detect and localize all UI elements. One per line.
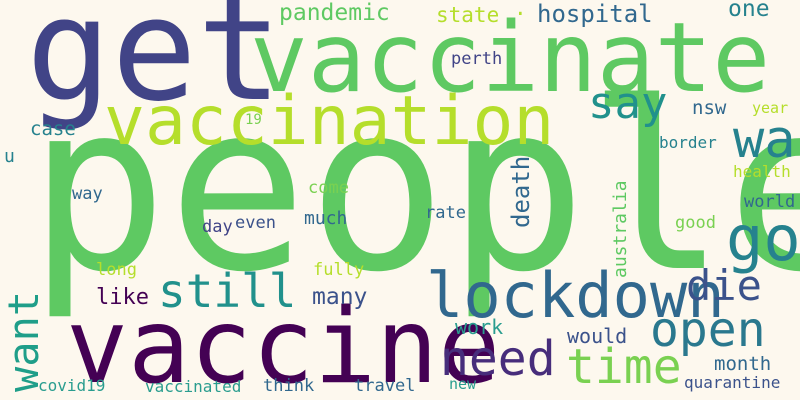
word-need: need	[440, 331, 556, 387]
word-time: time	[566, 339, 682, 395]
word-state: state	[436, 3, 500, 27]
word-vaccine: vaccine	[66, 287, 501, 400]
word-work: work	[455, 315, 504, 339]
word-good: good	[675, 213, 716, 233]
word-vaccinated: vaccinated	[145, 377, 242, 396]
word-wa: wa	[733, 110, 796, 170]
word-day: day	[202, 217, 233, 237]
word-come: come	[308, 178, 349, 198]
word-border: border	[659, 133, 717, 152]
word-health: health	[733, 162, 791, 181]
word-even: even	[235, 213, 276, 233]
word-long: long	[96, 260, 137, 280]
word-quarantine: quarantine	[684, 373, 781, 392]
word-australia: australia	[610, 180, 631, 278]
word-travel: travel	[354, 376, 416, 396]
word-rate: rate	[425, 203, 466, 223]
word-death: death	[507, 155, 535, 228]
word-lockdown: lockdown	[426, 259, 725, 332]
word-vaccinate: vaccinate	[250, 2, 771, 114]
word-nsw: nsw	[692, 97, 727, 119]
word-dot: .	[514, 0, 527, 20]
word-world: world	[744, 192, 796, 212]
word-think: think	[263, 376, 315, 396]
word-go: go	[726, 202, 800, 275]
word-would: would	[567, 324, 628, 348]
word-covid19: covid19	[38, 376, 106, 395]
word-fully: fully	[313, 260, 365, 280]
word-open: open	[650, 302, 766, 358]
word-hospital: hospital	[537, 0, 653, 28]
word-much: much	[304, 208, 348, 229]
word-one: one	[728, 0, 770, 22]
word-way: way	[72, 184, 103, 204]
word-vaccination: vaccination	[104, 82, 555, 161]
word-say: say	[588, 78, 668, 129]
word-perth: perth	[451, 49, 503, 69]
word-year: year	[752, 99, 789, 117]
word-u: u	[4, 146, 15, 167]
word-people: people	[28, 53, 800, 323]
word-still: still	[158, 264, 297, 318]
word-get: get	[26, 0, 283, 133]
word-new: new	[449, 375, 477, 393]
word-many: many	[312, 284, 368, 310]
word-19: 19	[245, 112, 262, 128]
word-case: case	[30, 118, 76, 140]
word-die: die	[686, 261, 762, 310]
word-like: like	[96, 285, 149, 310]
word-month: month	[714, 353, 772, 375]
word-pandemic: pandemic	[279, 0, 390, 26]
